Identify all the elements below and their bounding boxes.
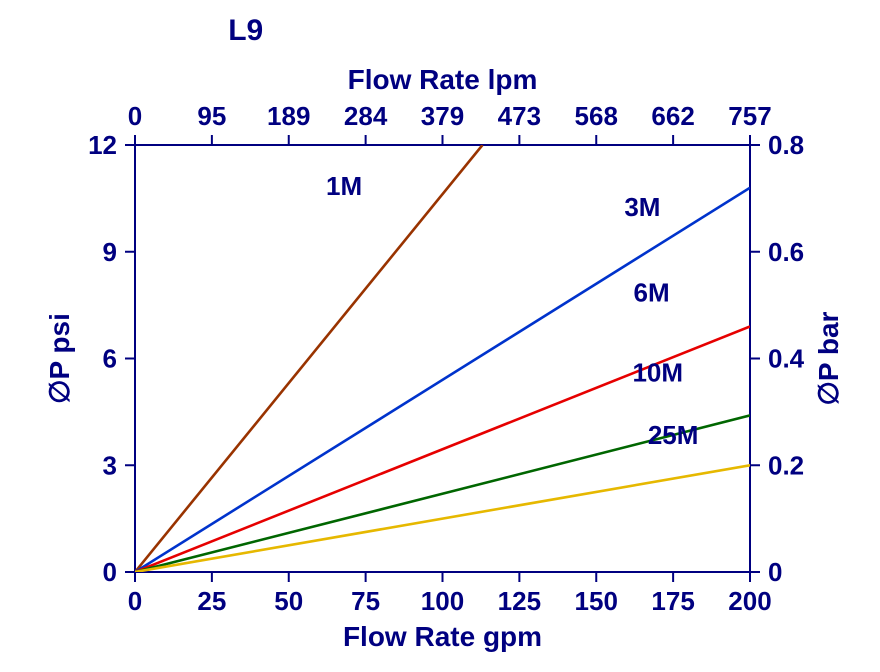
xt-tick-label: 0 <box>128 101 142 131</box>
yl-tick-label: 12 <box>88 130 117 160</box>
yl-tick-label: 9 <box>103 237 117 267</box>
yr-tick-label: 0.4 <box>768 344 805 374</box>
yl-tick-label: 3 <box>103 450 117 480</box>
yl-tick-label: 6 <box>103 344 117 374</box>
xb-tick-label: 200 <box>728 586 771 616</box>
pressure-flow-chart: 0 25 50 75 100 125 150 175 200 Flow Rate gpm 0 95 18… <box>0 0 880 672</box>
xb-tick-label: 0 <box>128 586 142 616</box>
x-bottom-axis-label: Flow Rate gpm <box>343 621 542 652</box>
xb-tick-label: 125 <box>498 586 541 616</box>
xt-tick-label: 757 <box>728 101 771 131</box>
chart-title: L9 <box>228 14 263 47</box>
xb-tick-label: 50 <box>274 586 303 616</box>
xt-tick-label: 95 <box>197 101 226 131</box>
xb-tick-label: 150 <box>575 586 618 616</box>
series-label-3M: 3M <box>624 192 660 222</box>
yr-tick-label: 0.2 <box>768 450 804 480</box>
x-top-axis-label: Flow Rate lpm <box>348 64 538 95</box>
yr-tick-label: 0.6 <box>768 237 804 267</box>
yl-tick-label: 0 <box>103 557 117 587</box>
series-label-1M: 1M <box>326 171 362 201</box>
yr-tick-label: 0 <box>768 557 782 587</box>
xt-tick-label: 473 <box>498 101 541 131</box>
yr-tick-label: 0.8 <box>768 130 804 160</box>
xb-tick-label: 25 <box>197 586 226 616</box>
xt-tick-label: 379 <box>421 101 464 131</box>
xt-tick-label: 568 <box>575 101 618 131</box>
xt-tick-label: 662 <box>651 101 694 131</box>
y-right-axis-label: ∅P bar <box>813 311 844 405</box>
xt-tick-label: 284 <box>344 101 388 131</box>
series-label-25M: 25M <box>648 420 699 450</box>
series-label-6M: 6M <box>634 278 670 308</box>
y-left-axis-label: ∅P psi <box>44 313 75 404</box>
series-label-10M: 10M <box>632 358 683 388</box>
chart-container: 0 25 50 75 100 125 150 175 200 Flow Rate gpm 0 95 18… <box>0 0 880 672</box>
xt-tick-label: 189 <box>267 101 310 131</box>
xb-tick-label: 100 <box>421 586 464 616</box>
xb-tick-label: 75 <box>351 586 380 616</box>
xb-tick-label: 175 <box>651 586 694 616</box>
